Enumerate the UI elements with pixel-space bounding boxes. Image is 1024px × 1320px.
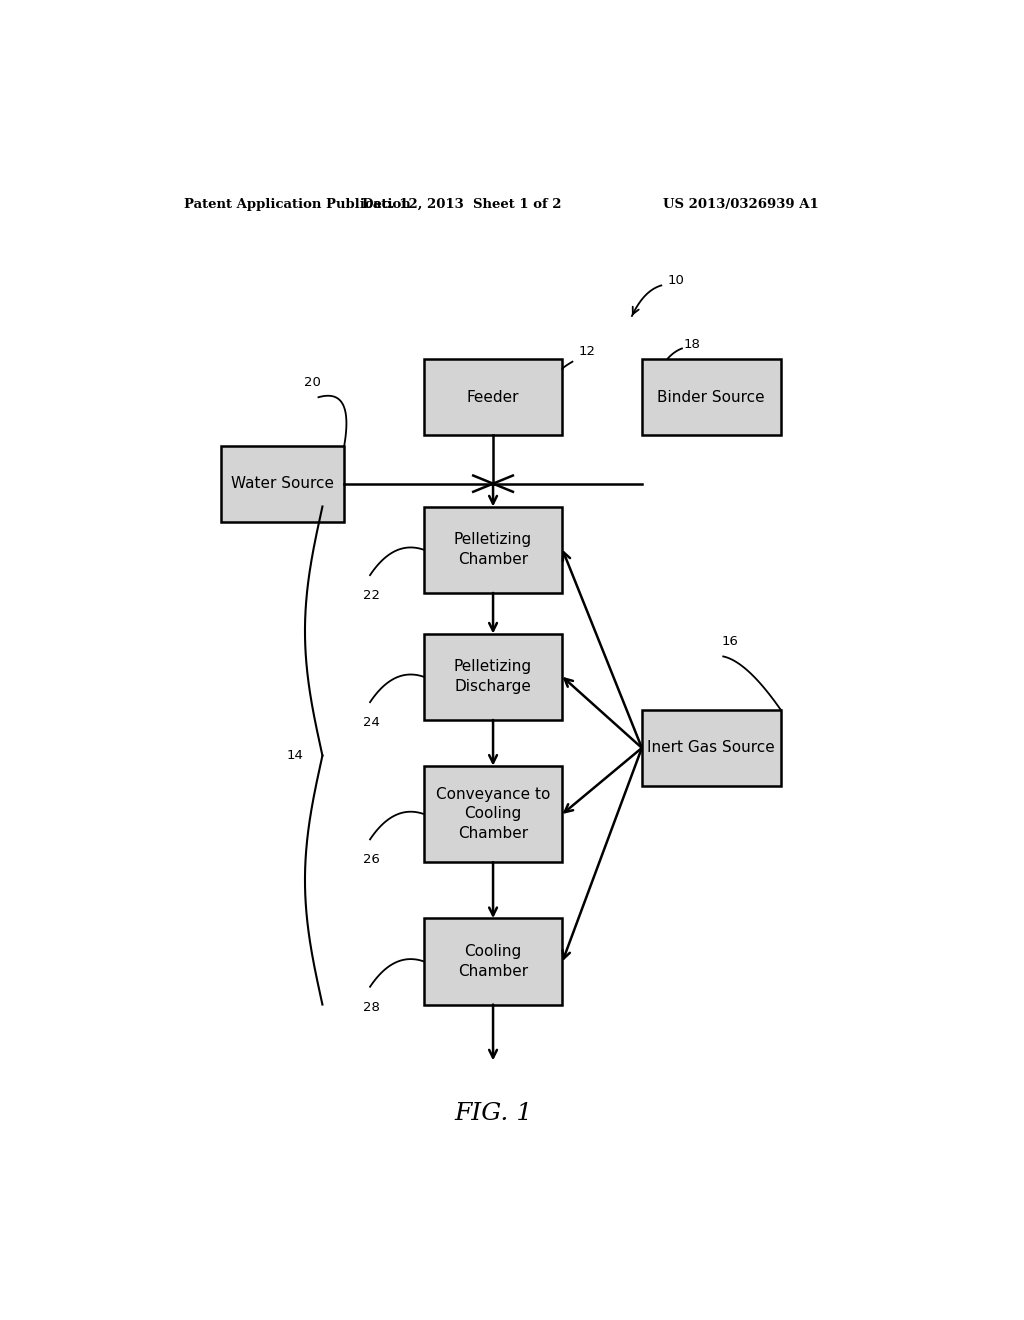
Bar [642, 359, 780, 436]
Bar [424, 766, 562, 862]
Bar [424, 919, 562, 1005]
Text: 24: 24 [364, 715, 380, 729]
Text: 22: 22 [364, 589, 380, 602]
Text: Inert Gas Source: Inert Gas Source [647, 741, 775, 755]
Text: 16: 16 [721, 635, 738, 648]
Text: 28: 28 [364, 1001, 380, 1014]
Text: Pelletizing
Discharge: Pelletizing Discharge [454, 660, 532, 694]
Bar [221, 446, 344, 521]
Text: Water Source: Water Source [231, 477, 334, 491]
Text: US 2013/0326939 A1: US 2013/0326939 A1 [663, 198, 818, 211]
Text: Pelletizing
Chamber: Pelletizing Chamber [454, 532, 532, 568]
Text: Binder Source: Binder Source [657, 389, 765, 405]
Text: Conveyance to
Cooling
Chamber: Conveyance to Cooling Chamber [436, 787, 550, 841]
Text: Patent Application Publication: Patent Application Publication [183, 198, 411, 211]
Text: 26: 26 [364, 853, 380, 866]
Bar [424, 507, 562, 593]
Bar [424, 359, 562, 436]
Text: Dec. 12, 2013  Sheet 1 of 2: Dec. 12, 2013 Sheet 1 of 2 [361, 198, 561, 211]
Text: Feeder: Feeder [467, 389, 519, 405]
Text: 14: 14 [287, 748, 303, 762]
Bar [642, 710, 780, 785]
Text: 10: 10 [668, 273, 684, 286]
Text: 20: 20 [304, 375, 321, 388]
Text: 12: 12 [579, 345, 595, 358]
Text: Cooling
Chamber: Cooling Chamber [458, 944, 528, 978]
Text: FIG. 1: FIG. 1 [454, 1102, 532, 1126]
Bar [424, 634, 562, 719]
Text: 18: 18 [684, 338, 700, 351]
